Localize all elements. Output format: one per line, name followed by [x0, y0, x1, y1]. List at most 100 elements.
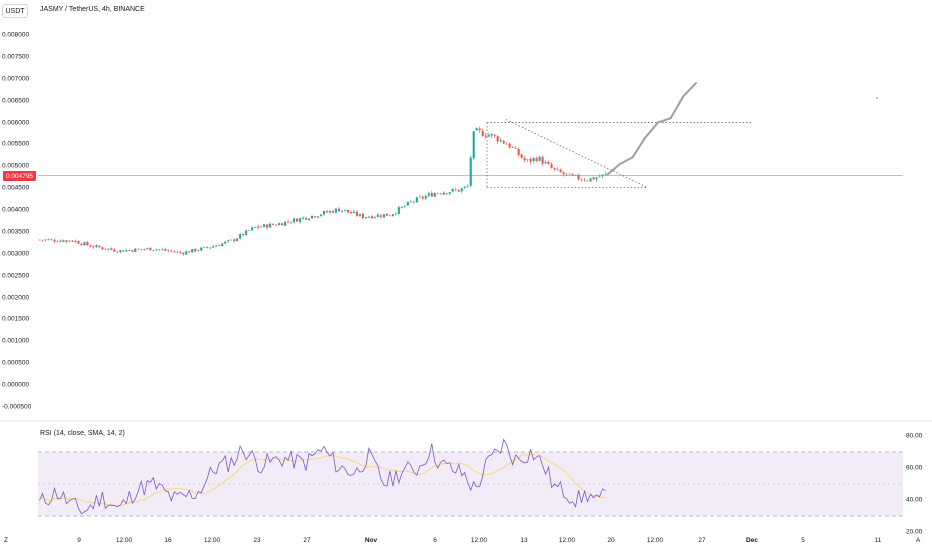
candle-body — [373, 216, 376, 218]
candle-body — [601, 174, 604, 177]
price-axis-tick: 0.002500 — [2, 272, 30, 280]
candle-body — [203, 246, 206, 248]
candle-body — [472, 131, 475, 159]
rsi-axis-tick: 80.00 — [906, 432, 923, 440]
candle-body — [478, 128, 481, 131]
candle-body — [481, 130, 484, 137]
candle-body — [589, 178, 592, 182]
candle-body — [415, 197, 418, 203]
candle-body — [298, 218, 302, 222]
candle-body — [260, 226, 263, 228]
candle-body — [385, 213, 388, 216]
candle-body — [212, 246, 215, 248]
candle-body — [53, 239, 56, 242]
candle-body — [496, 136, 499, 142]
candle-body — [514, 148, 517, 149]
candle-body — [331, 210, 335, 213]
candle-body — [89, 245, 92, 247]
candle-body — [325, 211, 329, 213]
candle-body — [418, 196, 421, 198]
rsi-axis-tick: 20.00 — [906, 528, 923, 536]
rsi-axis-tick: 60.00 — [906, 464, 923, 472]
candle-body — [182, 252, 185, 255]
candle-body — [50, 239, 53, 241]
candle-body — [110, 248, 113, 250]
candle-body — [236, 238, 239, 242]
candle-body — [346, 209, 350, 213]
candle-body — [391, 214, 394, 216]
candle-body — [598, 176, 601, 178]
candle-body — [493, 134, 496, 136]
candle-body — [257, 226, 260, 228]
candle-body — [197, 250, 200, 251]
time-axis-tick: 13 — [520, 537, 528, 544]
candle-body — [287, 221, 290, 223]
chart-header: USDT JASMY / TetherUS, 4h, BINANCE — [0, 0, 932, 22]
time-axis-corner-left[interactable]: Z — [4, 537, 8, 544]
candle-body — [517, 148, 520, 156]
candle-body — [475, 128, 478, 131]
rsi-ma-line — [39, 453, 606, 507]
candle-body — [176, 251, 179, 253]
time-axis-tick: 12:00 — [646, 537, 664, 544]
candle-body — [293, 218, 296, 223]
candle-body — [469, 157, 472, 186]
candle-body — [523, 158, 526, 161]
candle-body — [574, 175, 577, 176]
time-axis-tick: Nov — [364, 537, 378, 544]
candle-body — [86, 241, 89, 246]
candle-body — [278, 223, 281, 226]
price-axis-tick: -0.000500 — [2, 403, 32, 411]
candle-body — [529, 158, 532, 162]
candle-body — [313, 216, 317, 218]
price-axis-tick: 0.003500 — [2, 228, 30, 236]
price-axis-tick: 0.004500 — [2, 184, 30, 192]
drawing-dot — [876, 97, 878, 99]
candle-body — [439, 193, 442, 195]
candle-body — [430, 192, 433, 197]
candle-body — [532, 157, 535, 161]
candle-body — [170, 250, 173, 252]
candle-body — [122, 250, 125, 252]
candle-body — [295, 218, 299, 222]
price-axis-tick: 0.005500 — [2, 140, 30, 148]
candle-body — [56, 241, 59, 243]
price-axis-tick: 0.008000 — [2, 31, 30, 39]
candle-body — [427, 193, 430, 196]
candle-body — [230, 239, 233, 241]
candle-body — [337, 208, 341, 212]
candle-body — [568, 173, 571, 175]
candle-body — [550, 164, 553, 168]
price-axis-tick: 0.002000 — [2, 294, 30, 302]
candle-body — [370, 216, 373, 219]
candle-body — [454, 189, 457, 191]
price-axis-tick: 0.000500 — [2, 359, 30, 367]
rsi-title[interactable]: RSI (14, close, SMA, 14, 2) — [40, 430, 125, 437]
currency-button[interactable]: USDT — [2, 4, 28, 18]
time-axis-tick: Dec — [746, 537, 758, 544]
candle-body — [239, 234, 242, 239]
price-axis-tick: 0.001500 — [2, 315, 30, 323]
candle-body — [92, 246, 95, 248]
symbol-title[interactable]: JASMY / TetherUS, 4h, BINANCE — [40, 6, 145, 13]
candle-body — [185, 251, 188, 255]
candle-body — [355, 211, 358, 216]
candle-body — [400, 206, 403, 208]
time-axis-corner-right[interactable]: A — [916, 537, 921, 544]
price-axis-tick: 0.003000 — [2, 250, 30, 258]
candle-body — [340, 210, 344, 212]
candle-body — [251, 227, 254, 231]
current-price-tag: 0.004795 — [3, 171, 36, 181]
candle-body — [352, 211, 355, 213]
candle-body — [80, 243, 83, 246]
candle-body — [161, 249, 164, 251]
candle-body — [520, 154, 523, 158]
time-axis-tick: 6 — [433, 537, 437, 544]
candle-body — [382, 214, 385, 218]
candle-body — [62, 240, 65, 242]
candle-body — [559, 169, 562, 173]
candle-body — [149, 247, 152, 251]
candle-body — [442, 192, 445, 195]
candle-body — [409, 201, 412, 203]
